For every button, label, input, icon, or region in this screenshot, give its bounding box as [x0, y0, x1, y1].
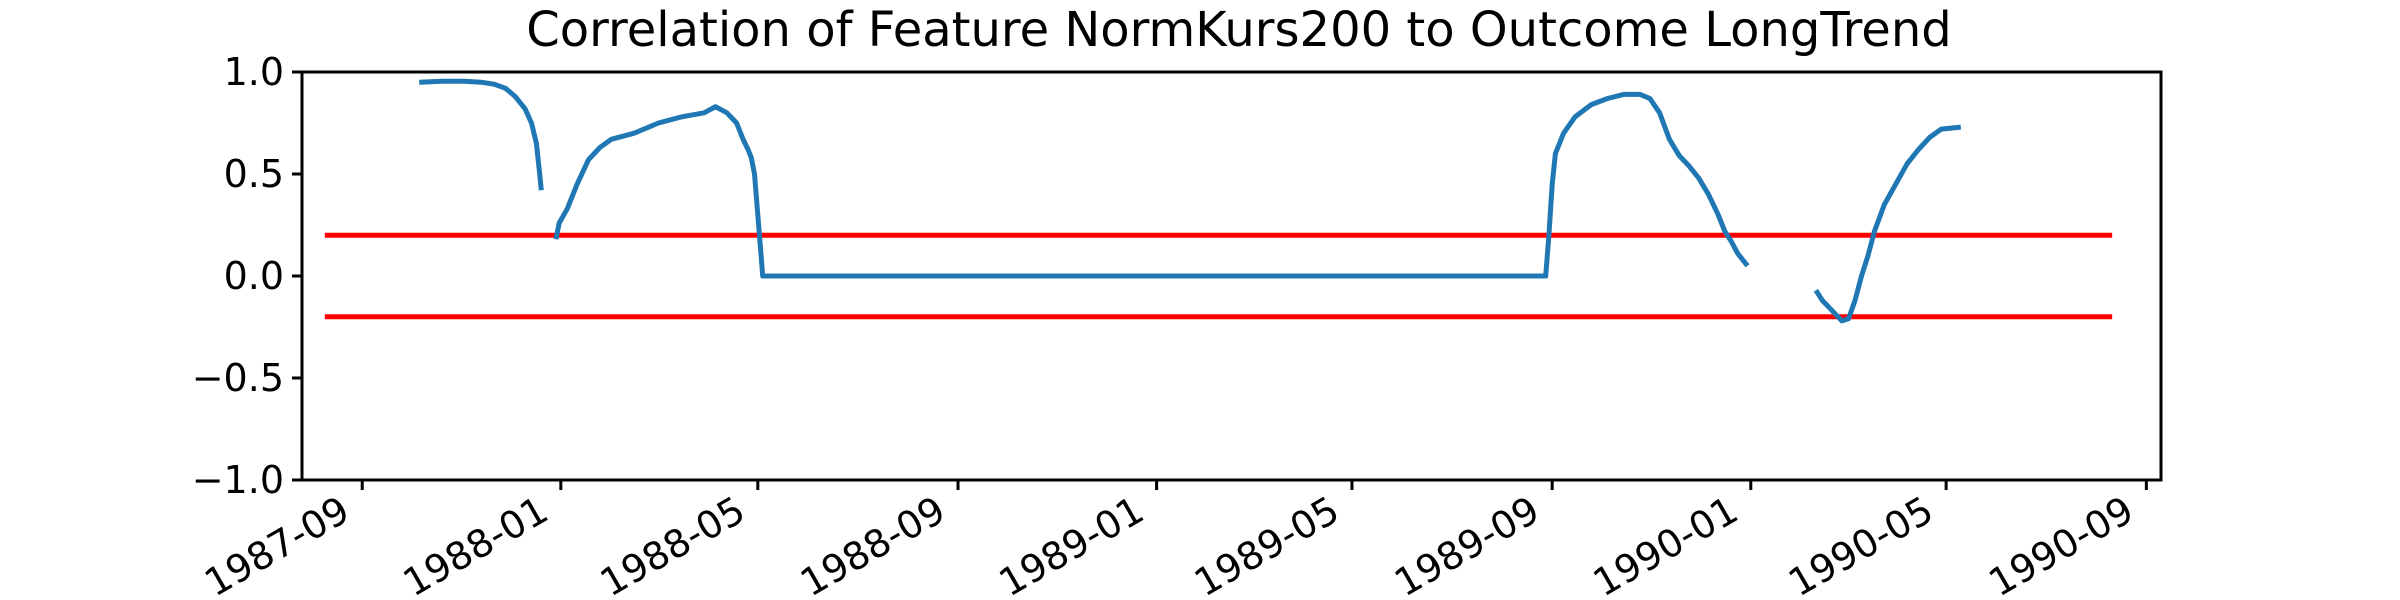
x-tick-label: 1990-09	[1981, 488, 2141, 600]
y-tick-label: 1.0	[224, 50, 284, 94]
x-tick-label: 1988-05	[593, 488, 753, 600]
x-tick-label: 1989-09	[1387, 488, 1547, 600]
y-tick-label: 0.5	[224, 152, 284, 196]
chart-title: Correlation of Feature NormKurs200 to Ou…	[526, 2, 1951, 58]
x-tick-label: 1988-09	[793, 488, 953, 600]
x-tick-label: 1988-01	[396, 488, 556, 600]
x-tick-label: 1989-05	[1187, 488, 1347, 600]
x-tick-label: 1990-01	[1586, 488, 1746, 600]
x-tick-label: 1989-01	[992, 488, 1152, 600]
series-segment-3	[1813, 124, 1962, 324]
y-tick-label: −1.0	[192, 458, 284, 502]
series-segment-1	[419, 78, 544, 191]
threshold-lines	[324, 232, 2113, 320]
y-tick-label: −0.5	[192, 356, 284, 400]
y-tick-label: 0.0	[224, 254, 284, 298]
x-tick-label: 1990-05	[1781, 488, 1941, 600]
x-tick-label: 1987-09	[197, 488, 357, 600]
series-segment-2	[553, 91, 1750, 279]
correlation-series	[419, 78, 1962, 324]
